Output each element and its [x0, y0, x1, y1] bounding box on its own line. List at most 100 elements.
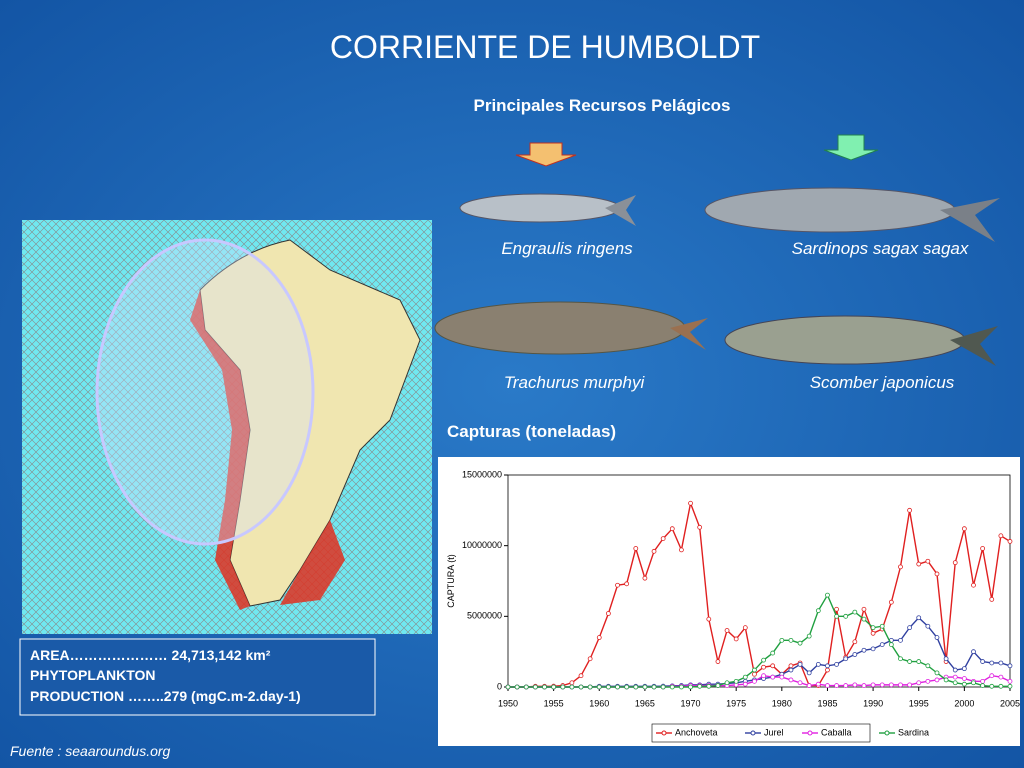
- legend-marker: [807, 730, 813, 736]
- fish-image: [459, 193, 636, 226]
- data-point: [596, 635, 602, 640]
- data-point: [825, 683, 830, 688]
- data-point: [679, 684, 684, 690]
- data-point: [934, 571, 940, 577]
- y-axis-label: CAPTURA (t): [446, 554, 456, 608]
- data-point: [879, 642, 885, 647]
- data-point: [724, 628, 730, 633]
- data-point: [961, 676, 967, 681]
- data-point: [770, 650, 776, 656]
- data-point: [843, 656, 849, 662]
- data-point: [761, 673, 766, 679]
- data-point: [898, 637, 903, 643]
- data-point: [925, 558, 931, 564]
- data-point: [916, 680, 922, 686]
- data-point: [587, 656, 593, 662]
- data-point: [898, 656, 903, 662]
- info-line: PHYTOPLANKTON: [30, 667, 156, 683]
- y-tick-label: 10000000: [462, 540, 502, 550]
- data-point: [660, 684, 666, 690]
- fish-image: [724, 315, 998, 366]
- x-tick-label: 1995: [909, 698, 929, 708]
- data-point: [934, 670, 940, 676]
- legend-label: Anchoveta: [675, 727, 718, 737]
- x-tick-label: 1980: [772, 698, 792, 708]
- data-point: [742, 681, 748, 687]
- data-point: [505, 684, 511, 690]
- y-tick-label: 15000000: [462, 469, 502, 479]
- data-point: [907, 659, 912, 664]
- data-point: [1007, 539, 1013, 544]
- data-point: [998, 660, 1004, 666]
- chart: 0 5000000 10000000 15000000 1950 1955 1960 1965…: [462, 469, 1020, 743]
- data-point: [542, 684, 547, 690]
- data-point: [578, 673, 584, 679]
- data-point: [615, 684, 620, 690]
- data-point: [742, 625, 748, 631]
- data-point: [797, 640, 803, 646]
- data-point: [870, 630, 876, 636]
- data-point: [815, 681, 821, 687]
- data-point: [815, 661, 821, 667]
- data-point: [916, 659, 922, 664]
- data-point: [825, 667, 830, 673]
- plot-area: [507, 474, 1011, 688]
- data-point: [961, 526, 967, 532]
- data-point: [934, 677, 940, 683]
- data-point: [651, 548, 657, 554]
- data-point: [870, 682, 876, 688]
- data-point: [706, 616, 712, 622]
- data-point: [989, 673, 995, 679]
- data-point: [852, 609, 858, 615]
- data-point: [624, 581, 630, 587]
- data-point: [806, 670, 812, 676]
- data-point: [898, 682, 903, 688]
- data-point: [834, 661, 839, 667]
- data-point: [806, 683, 812, 688]
- info-box: [19, 638, 376, 716]
- data-point: [697, 683, 703, 689]
- subtitle: Principales Recursos Pelágicos: [473, 96, 730, 115]
- arrow-icon: [515, 142, 577, 167]
- data-point: [688, 684, 693, 690]
- x-tick-label: 1965: [635, 698, 655, 708]
- data-point: [888, 599, 894, 605]
- data-point: [870, 625, 876, 631]
- data-point: [989, 683, 995, 689]
- data-point: [916, 615, 922, 621]
- data-point: [834, 683, 839, 688]
- data-point: [788, 677, 794, 683]
- data-point: [980, 659, 986, 664]
- data-point: [952, 560, 958, 566]
- data-point: [642, 684, 648, 690]
- x-tick-label: 1990: [863, 698, 883, 708]
- data-point: [870, 646, 876, 652]
- data-point: [989, 660, 995, 666]
- info-line: PRODUCTION ……..279 (mgC.m-2.day-1): [30, 688, 301, 704]
- data-point: [980, 678, 986, 684]
- data-point: [961, 681, 967, 687]
- data-point: [569, 684, 575, 690]
- legend-label: Jurel: [764, 727, 784, 737]
- data-point: [779, 674, 785, 680]
- data-point: [615, 582, 620, 588]
- data-point: [697, 524, 703, 530]
- data-point: [989, 596, 995, 602]
- data-point: [569, 680, 575, 686]
- data-point: [971, 680, 976, 686]
- data-point: [733, 636, 739, 642]
- data-point: [861, 647, 867, 653]
- data-point: [980, 546, 986, 551]
- data-point: [788, 663, 794, 669]
- data-point: [852, 639, 858, 645]
- data-point: [998, 533, 1004, 539]
- data-point: [998, 674, 1004, 680]
- data-point: [879, 682, 885, 688]
- data-point: [606, 684, 611, 690]
- data-point: [578, 684, 584, 690]
- data-point: [532, 684, 538, 690]
- data-point: [1007, 663, 1013, 669]
- data-point: [943, 677, 949, 683]
- data-point: [633, 546, 639, 551]
- x-tick-label: 2005: [1000, 698, 1020, 708]
